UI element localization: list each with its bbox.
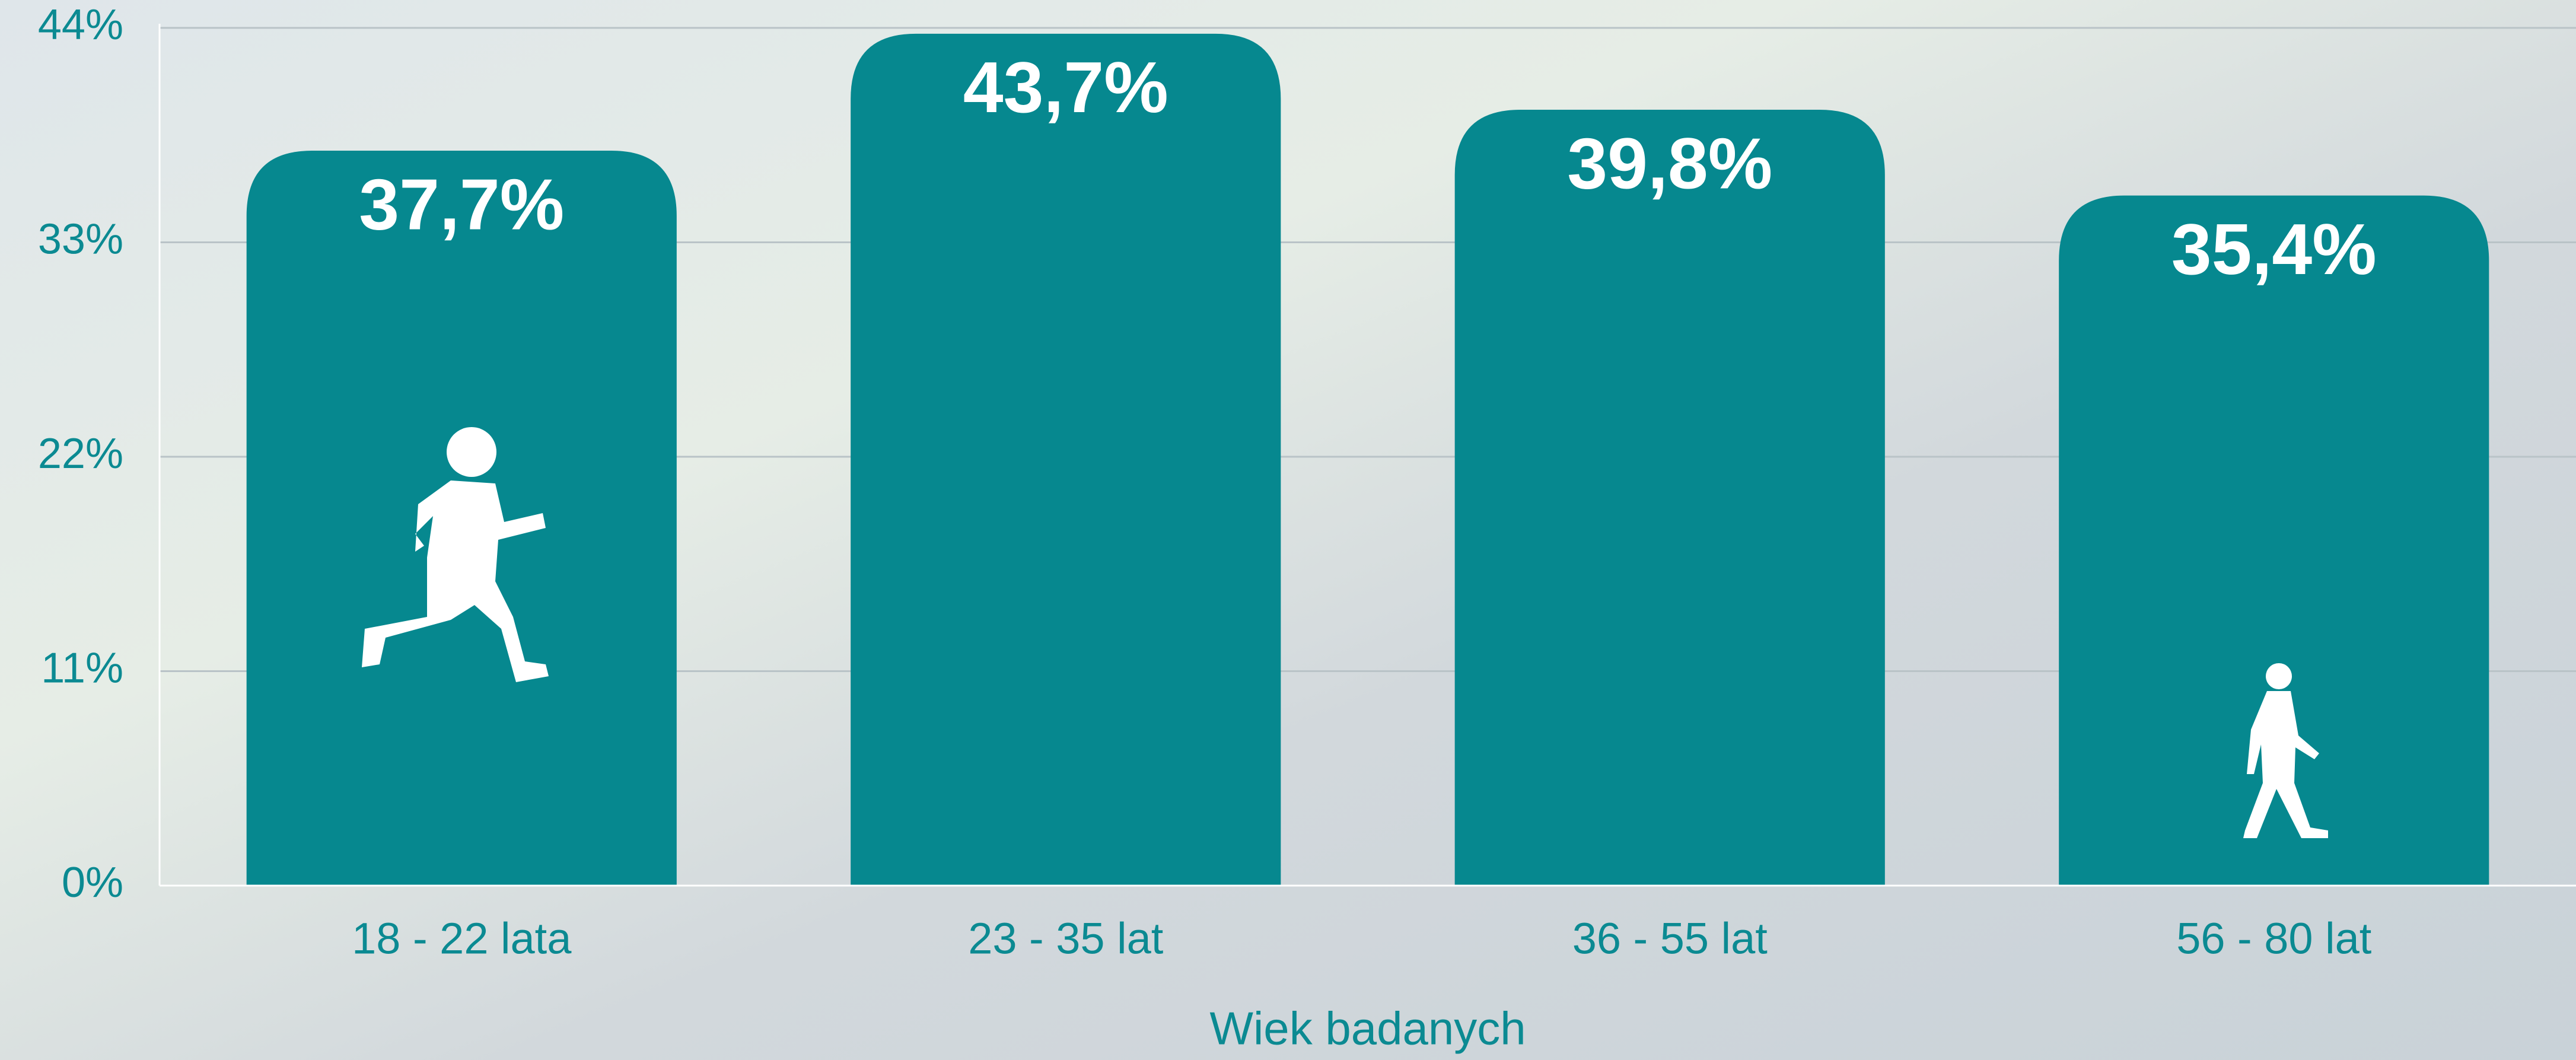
y-tick-label: 33% (38, 216, 123, 263)
x-axis-title: Wiek badanych (1209, 1002, 1526, 1055)
bar (2059, 195, 2489, 886)
bar (851, 33, 1281, 886)
y-tick-label: 44% (38, 1, 123, 49)
walker-icon (2243, 663, 2328, 838)
x-tick-label: 36 - 55 lat (1572, 914, 1768, 963)
value-label: 43,7% (963, 47, 1168, 128)
y-tick-label: 22% (38, 430, 123, 478)
bars (246, 33, 2489, 886)
y-tick-label: 0% (62, 859, 123, 906)
x-tick-label: 18 - 22 lata (352, 914, 572, 963)
y-tick-label: 11% (41, 645, 123, 692)
value-label: 39,8% (1567, 123, 1772, 203)
runner-icon (362, 427, 549, 682)
bar (1454, 110, 1885, 886)
value-label: 37,7% (359, 164, 564, 244)
x-tick-label: 56 - 80 lat (2176, 914, 2372, 963)
value-label: 35,4% (2171, 209, 2377, 289)
x-tick-label: 23 - 35 lat (968, 914, 1164, 963)
